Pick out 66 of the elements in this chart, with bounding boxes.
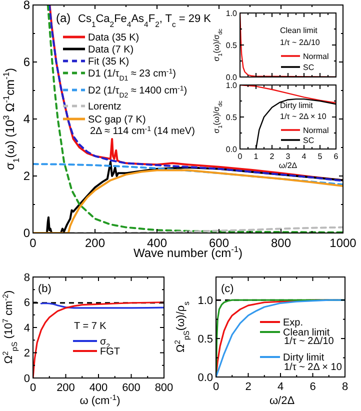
y-tick-label: 2 — [24, 348, 30, 360]
legend-label: Fit (35 K) — [88, 56, 130, 68]
legend-label: D1 (1/τ$_{D1}$ ≈ 23 cm$^{-1}$) — [88, 68, 176, 82]
annotation: 1/τ ~ 2Δ/10 — [284, 336, 334, 347]
legend-label: SC — [303, 136, 314, 145]
legend-label: FGT — [100, 346, 120, 358]
y-tick-label: 0.0 — [198, 372, 213, 384]
y-tick-label: 0 — [23, 226, 30, 240]
y-tick-label: 8 — [23, 0, 30, 12]
annotation: T = 7 K — [74, 321, 107, 332]
y-tick-label: 0.0 — [226, 144, 238, 154]
y-tick-label: 1.0 — [226, 80, 238, 90]
legend-label: D2 (1/τ$_{D2}$ ≈ 1400 cm$^{-1}$) — [88, 85, 188, 99]
x-tick-label: 800 — [270, 236, 292, 250]
x-tick-label: 6 — [334, 152, 339, 161]
annotation: (a) — [56, 11, 71, 25]
x-tick-label: 4 — [277, 381, 284, 393]
legend-label: Dirty limit — [283, 352, 324, 364]
y-tick-label: 0 — [24, 372, 30, 385]
annotation: 1/τ ~ 2Δ/10 — [280, 38, 320, 47]
annotation: Dirty limit — [280, 101, 314, 110]
x-tick-label: 200 — [56, 382, 75, 394]
x-tick-label: 6 — [310, 381, 316, 393]
y-tick-label: 4 — [23, 112, 30, 126]
x-tick-label: 5 — [318, 152, 323, 161]
x-tick-label: 600 — [122, 382, 140, 394]
y-tick-label: 1.0 — [198, 294, 213, 307]
legend-label: Exp. — [283, 318, 304, 328]
y-tick-label: 0.5 — [198, 333, 213, 346]
y-tick-label: 0.5 — [226, 40, 238, 50]
annotation: (c) — [221, 283, 234, 295]
annotation: (b) — [38, 283, 52, 295]
x-tick-label: 2 — [270, 152, 275, 161]
x-tick-label: 8 — [342, 381, 348, 393]
x-tick-label: 200 — [84, 236, 106, 250]
y-tick-label: 1.0 — [226, 8, 238, 18]
y-tick-label: 0.0 — [226, 72, 238, 82]
x-axis-title: ω/2Δ — [269, 395, 296, 407]
legend-label: Data (35 K) — [88, 32, 140, 44]
x-tick-label: 1000 — [330, 236, 357, 250]
x-tick-label: 2 — [245, 381, 252, 393]
x-axis-title: ω (cm$^{-1}$) — [80, 392, 120, 407]
y-tick-label: 4 — [24, 322, 30, 334]
annotation: 1/τ ~ 2Δ × 10 — [280, 112, 327, 121]
x-tick-label: 400 — [89, 382, 108, 394]
x-axis-title: ω/2Δ — [278, 161, 298, 170]
y-tick-label: 0.5 — [226, 112, 238, 122]
x-tick-label: 4 — [302, 152, 307, 161]
legend-label: Normal — [303, 52, 330, 61]
y-tick-label: 2 — [23, 169, 30, 184]
y-tick-label: 8 — [24, 272, 30, 284]
annotation: Clean limit — [280, 26, 318, 35]
legend-label: Lorentz — [88, 102, 122, 112]
x-tick-label: 1 — [254, 152, 259, 161]
y-tick-label: 6 — [23, 55, 30, 70]
legend-label: SC — [303, 62, 314, 72]
x-tick-label: 3 — [286, 152, 291, 161]
legend-label: Data (7 K) — [88, 44, 134, 56]
legend-label: Normal — [303, 126, 330, 135]
y-tick-label: 6 — [24, 297, 30, 310]
annotation: 2Δ ≈ 114 cm$^{-1}$ (14 meV) — [90, 126, 195, 137]
chart-title: Cs$_{1}$Ca$_{2}$Fe$_{4}$As$_{4}$F$_{2}$, T$_{c}$ = 29 K — [78, 13, 211, 28]
annotation: 1/τ ~ 2Δ × 10 — [284, 362, 342, 373]
legend-label: SC gap (7 K) — [88, 114, 146, 126]
x-tick-label: 800 — [154, 382, 174, 394]
x-tick-label: 600 — [208, 236, 230, 250]
